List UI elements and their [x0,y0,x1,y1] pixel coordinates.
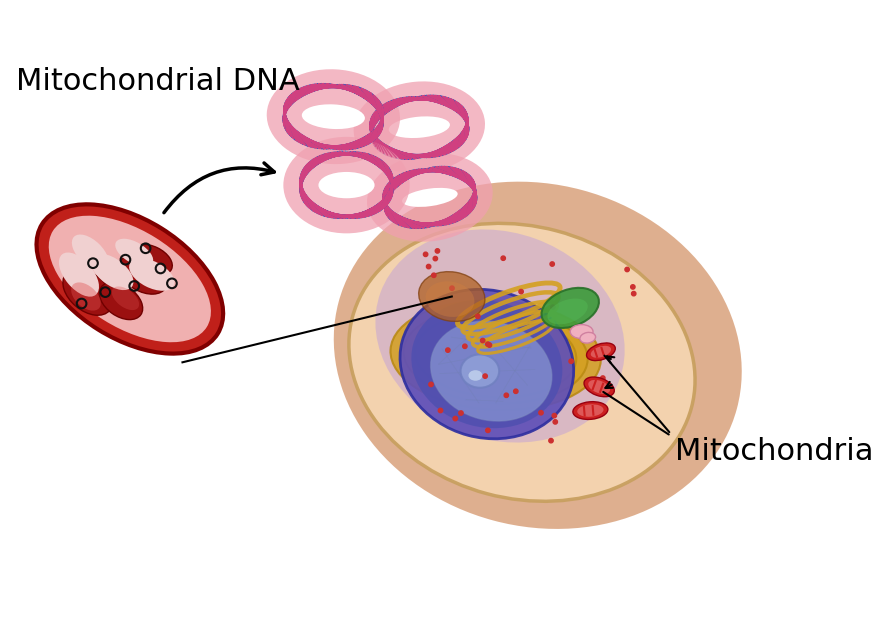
Ellipse shape [376,230,625,443]
Ellipse shape [367,153,492,242]
Ellipse shape [580,332,596,343]
Circle shape [630,285,635,289]
Circle shape [435,248,439,253]
Circle shape [551,305,555,309]
Circle shape [453,416,458,421]
Ellipse shape [63,269,112,315]
Circle shape [579,327,583,331]
Circle shape [459,411,463,415]
Ellipse shape [131,245,172,275]
Circle shape [625,267,629,272]
Circle shape [481,338,485,343]
Ellipse shape [71,282,101,311]
Ellipse shape [404,307,588,403]
Circle shape [631,291,636,296]
Ellipse shape [573,402,608,420]
Ellipse shape [584,377,614,397]
Ellipse shape [129,259,174,291]
Circle shape [438,408,443,413]
Circle shape [429,382,433,387]
Circle shape [476,314,480,318]
Ellipse shape [461,354,499,387]
Ellipse shape [389,116,450,138]
Ellipse shape [115,239,153,267]
Circle shape [552,413,557,418]
Circle shape [501,256,506,260]
Circle shape [423,252,428,257]
Circle shape [446,348,450,352]
Circle shape [538,411,543,415]
Ellipse shape [318,172,375,198]
Circle shape [426,264,431,269]
Ellipse shape [431,321,552,421]
Circle shape [550,262,554,266]
Circle shape [483,374,487,378]
Circle shape [519,289,523,294]
Ellipse shape [586,343,615,360]
Circle shape [600,376,605,381]
Ellipse shape [111,286,139,310]
Ellipse shape [547,299,588,325]
Ellipse shape [577,404,604,417]
Ellipse shape [334,182,742,529]
Ellipse shape [72,235,109,271]
Ellipse shape [284,137,409,233]
Ellipse shape [588,380,610,394]
Ellipse shape [91,254,133,290]
Ellipse shape [542,288,599,328]
Ellipse shape [391,301,601,410]
Ellipse shape [469,370,483,381]
Ellipse shape [59,252,99,297]
Text: Mitochondria: Mitochondria [675,437,874,466]
Text: Mitochondrial DNA: Mitochondrial DNA [16,67,300,96]
Ellipse shape [411,300,562,428]
Ellipse shape [591,346,611,358]
Ellipse shape [570,325,593,338]
Ellipse shape [415,313,576,398]
Ellipse shape [267,69,400,164]
Ellipse shape [349,223,695,501]
Circle shape [569,359,574,364]
Ellipse shape [419,272,485,321]
Circle shape [487,343,492,347]
Circle shape [431,273,436,277]
Circle shape [433,257,438,261]
Ellipse shape [48,214,212,343]
Ellipse shape [118,255,167,294]
Ellipse shape [301,104,365,129]
Ellipse shape [36,204,223,353]
Ellipse shape [426,281,475,317]
Ellipse shape [402,188,458,207]
Ellipse shape [99,282,142,320]
Circle shape [601,405,606,409]
Circle shape [462,344,467,348]
Circle shape [549,438,553,443]
Circle shape [485,342,490,347]
Circle shape [504,393,508,398]
Circle shape [485,428,490,433]
Circle shape [553,420,558,424]
Ellipse shape [400,289,574,439]
Ellipse shape [354,81,485,173]
Circle shape [514,389,518,394]
Circle shape [450,286,454,291]
